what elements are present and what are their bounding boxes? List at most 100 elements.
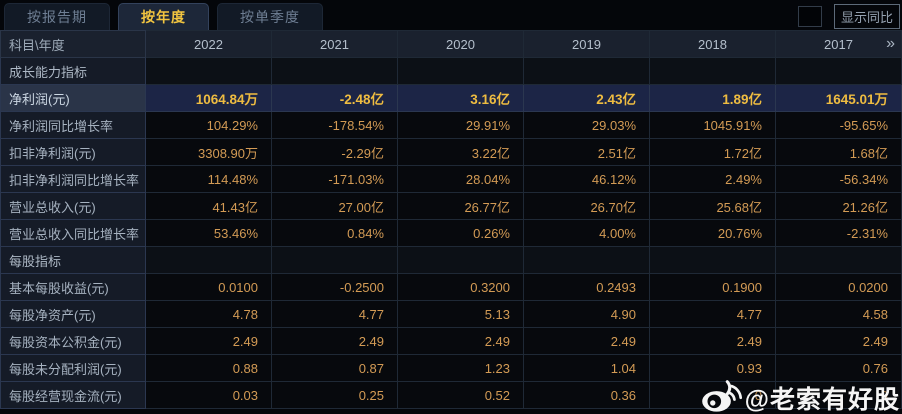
tab-annual[interactable]: 按年度 (118, 3, 209, 30)
metrics-table: 科目\年度 2022 2021 2020 2019 2018 2017» 成长能力指标 净利… (0, 30, 902, 409)
cell-value: -2.48亿 (271, 84, 398, 112)
cell-value: 0.03 (145, 381, 272, 409)
cell-value: 1.72亿 (649, 138, 776, 166)
cell-value: 27.00亿 (271, 192, 398, 220)
cell-value: -2.29亿 (271, 138, 398, 166)
cell-value: 4.90 (523, 300, 650, 328)
cell-value: 0.87 (271, 354, 398, 382)
year-column-header: 2019 (523, 30, 650, 58)
cell-value: 0.3200 (397, 273, 524, 301)
cell-value: 4.77 (649, 300, 776, 328)
yoy-controls: 显示同比 (797, 3, 900, 29)
table-row[interactable]: 每股指标 (0, 246, 902, 274)
cell-value: 2.49 (397, 327, 524, 355)
cell-value: 2.49 (145, 327, 272, 355)
cell-value (397, 246, 524, 274)
year-column-header: 2017» (775, 30, 902, 58)
cell-value: 21.26亿 (775, 192, 902, 220)
table-row[interactable]: 净利润同比增长率 104.29% -178.54% 29.91% 29.03% 1045.… (0, 111, 902, 139)
cell-value: 5.13 (397, 300, 524, 328)
cell-value: 0.0200 (775, 273, 902, 301)
row-label: 每股未分配利润(元) (0, 354, 146, 382)
cell-value: 0.76 (775, 354, 902, 382)
cell-value: 114.48% (145, 165, 272, 193)
period-tabbar: 按报告期 按年度 按单季度 显示同比 (0, 0, 902, 30)
row-label: 扣非净利润同比增长率 (0, 165, 146, 193)
cell-value: 0.88 (145, 354, 272, 382)
cell-value: 4.77 (271, 300, 398, 328)
table-row[interactable]: 基本每股收益(元) 0.0100 -0.2500 0.3200 0.2493 0.1900… (0, 273, 902, 301)
cell-value: 0.0100 (145, 273, 272, 301)
cell-value: 1.23 (397, 354, 524, 382)
cell-value: 2.49 (649, 327, 776, 355)
cell-value: 29.03% (523, 111, 650, 139)
cell-value (523, 57, 650, 85)
cell-value: 4.58 (775, 300, 902, 328)
cell-value: 25.68亿 (649, 192, 776, 220)
table-row[interactable]: 营业总收入同比增长率 53.46% 0.84% 0.26% 4.00% 20.76% -2.… (0, 219, 902, 247)
cell-value (397, 57, 524, 85)
cell-value: 2.49 (271, 327, 398, 355)
row-label: 每股净资产(元) (0, 300, 146, 328)
cell-value: 26.70亿 (523, 192, 650, 220)
table-row[interactable]: 每股资本公积金(元) 2.49 2.49 2.49 2.49 2.49 2.49 (0, 327, 902, 355)
table-row[interactable]: 成长能力指标 (0, 57, 902, 85)
year-column-header: 2021 (271, 30, 398, 58)
cell-value: 20.76% (649, 219, 776, 247)
row-label: 净利润同比增长率 (0, 111, 146, 139)
corner-header: 科目\年度 (0, 30, 146, 58)
cell-value: 9 (775, 381, 902, 409)
cell-value: 0.25 (271, 381, 398, 409)
table-row[interactable]: 扣非净利润同比增长率 114.48% -171.03% 28.04% 46.12% 2.4… (0, 165, 902, 193)
cell-value: 0.52 (397, 381, 524, 409)
cell-value: -171.03% (271, 165, 398, 193)
cell-value (523, 246, 650, 274)
row-label: 基本每股收益(元) (0, 273, 146, 301)
cell-value: 1045.91% (649, 111, 776, 139)
row-label: 每股指标 (0, 246, 146, 274)
row-label: 扣非净利润(元) (0, 138, 146, 166)
cell-value (271, 57, 398, 85)
cell-value: 3.22亿 (397, 138, 524, 166)
year-column-header: 2022 (145, 30, 272, 58)
cell-value: 1.04 (523, 354, 650, 382)
table-row[interactable]: 每股经营现金流(元) 0.03 0.25 0.52 0.36 0 9 (0, 381, 902, 409)
cell-value: 0.36 (523, 381, 650, 409)
show-yoy-checkbox[interactable] (797, 5, 822, 27)
cell-value: 2.49 (775, 327, 902, 355)
row-label: 每股资本公积金(元) (0, 327, 146, 355)
cell-value: 0.26% (397, 219, 524, 247)
table-row[interactable]: 营业总收入(元) 41.43亿 27.00亿 26.77亿 26.70亿 25.68亿 21… (0, 192, 902, 220)
cell-value: 1.68亿 (775, 138, 902, 166)
show-yoy-button[interactable]: 显示同比 (833, 3, 900, 29)
tab-single-quarter[interactable]: 按单季度 (217, 3, 323, 30)
cell-value: 2.49 (523, 327, 650, 355)
cell-value: 3.16亿 (397, 84, 524, 112)
cell-value (145, 246, 272, 274)
table-row[interactable]: 净利润(元) 1064.84万 -2.48亿 3.16亿 2.43亿 1.89亿 1645.… (0, 84, 902, 112)
cell-value: 0.84% (271, 219, 398, 247)
row-label: 成长能力指标 (0, 57, 146, 85)
cell-value: -178.54% (271, 111, 398, 139)
table-row[interactable]: 扣非净利润(元) 3308.90万 -2.29亿 3.22亿 2.51亿 1.72亿 1.6… (0, 138, 902, 166)
cell-value (649, 246, 776, 274)
cell-value: -2.31% (775, 219, 902, 247)
row-label: 营业总收入同比增长率 (0, 219, 146, 247)
cell-value (775, 246, 902, 274)
cell-value: 29.91% (397, 111, 524, 139)
cell-value (145, 57, 272, 85)
cell-value: 1064.84万 (145, 84, 272, 112)
more-years-icon[interactable]: » (886, 35, 895, 52)
cell-value: 28.04% (397, 165, 524, 193)
cell-value (271, 246, 398, 274)
cell-value: 3308.90万 (145, 138, 272, 166)
cell-value: 1645.01万 (775, 84, 902, 112)
table-row[interactable]: 每股净资产(元) 4.78 4.77 5.13 4.90 4.77 4.58 (0, 300, 902, 328)
tab-report-period[interactable]: 按报告期 (4, 3, 110, 30)
cell-value: -95.65% (775, 111, 902, 139)
year-column-header: 2018 (649, 30, 776, 58)
cell-value: 41.43亿 (145, 192, 272, 220)
cell-value: 4.00% (523, 219, 650, 247)
table-row[interactable]: 每股未分配利润(元) 0.88 0.87 1.23 1.04 0.93 0.76 (0, 354, 902, 382)
